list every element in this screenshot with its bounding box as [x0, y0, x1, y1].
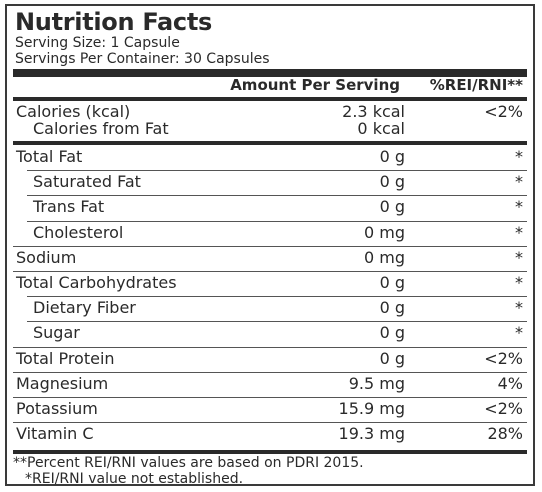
nutrient-rei: * [515, 172, 523, 192]
calories-divider [13, 141, 527, 145]
nutrient-amount: 0 kcal [357, 119, 405, 138]
servings-per-container: Servings Per Container: 30 Capsules [15, 51, 270, 67]
nutrient-amount: 0 g [379, 197, 405, 217]
nutrient-name: Vitamin C [16, 424, 94, 444]
nutrient-amount: 19.3 mg [338, 424, 405, 444]
row-divider [13, 422, 527, 424]
row-divider [27, 195, 527, 197]
nutrient-rei: * [515, 273, 523, 292]
nutrient-amount: 2.3 kcal [342, 102, 405, 121]
nutrition-facts-panel: Nutrition Facts Serving Size: 1 Capsule … [5, 4, 535, 487]
row-divider [13, 371, 527, 373]
header-divider [13, 97, 527, 101]
nutrient-name: Total Protein [16, 348, 115, 368]
row-divider [27, 321, 527, 323]
nutrient-name: Trans Fat [33, 197, 105, 217]
nutrient-amount: 0 g [379, 172, 405, 192]
footer-divider [13, 450, 527, 454]
nutrient-name: Calories (kcal) [16, 102, 131, 121]
nutrient-rei: <2% [484, 399, 523, 418]
nutrient-rei: * [515, 222, 523, 242]
nutrient-name: Total Carbohydrates [16, 273, 177, 292]
row-divider [13, 245, 527, 247]
nutrient-name: Saturated Fat [33, 172, 141, 192]
nutrient-rei: * [515, 247, 523, 267]
row-divider [27, 220, 527, 222]
serving-size: Serving Size: 1 Capsule [15, 35, 180, 51]
footnote-pdri: **Percent REI/RNI values are based on PD… [13, 455, 364, 471]
nutrient-name: Sugar [33, 323, 80, 343]
nutrient-rei: 4% [497, 373, 523, 393]
nutrient-amount: 0 g [379, 147, 405, 166]
rei-rni-header: %REI/RNI** [429, 76, 523, 94]
row-divider [27, 170, 527, 172]
amount-per-serving-header: Amount Per Serving [230, 76, 400, 94]
row-divider [13, 271, 527, 272]
nutrient-name: Calories from Fat [33, 119, 169, 138]
nutrient-amount: 9.5 mg [348, 373, 405, 393]
footnote-not-established: *REI/RNI value not established. [25, 471, 244, 487]
row-divider [27, 296, 527, 298]
nutrient-name: Potassium [16, 399, 98, 418]
nutrient-amount: 0 mg [363, 222, 405, 242]
nutrient-rei: <2% [484, 102, 523, 121]
nutrient-amount: 15.9 mg [338, 399, 405, 418]
nutrient-amount: 0 g [379, 273, 405, 292]
nutrient-rei: * [515, 323, 523, 343]
nutrient-name: Cholesterol [33, 222, 124, 242]
nutrient-amount: 0 g [379, 323, 405, 343]
nutrient-rei: * [515, 197, 523, 217]
panel-title: Nutrition Facts [15, 8, 213, 36]
nutrient-name: Magnesium [16, 373, 109, 393]
nutrient-rei: <2% [484, 348, 523, 368]
nutrient-name: Dietary Fiber [33, 298, 136, 318]
nutrient-name: Sodium [16, 247, 77, 267]
nutrient-name: Total Fat [16, 147, 83, 166]
nutrient-amount: 0 g [379, 348, 405, 368]
nutrient-rei: * [515, 147, 523, 166]
row-divider [13, 397, 527, 398]
row-divider [13, 346, 527, 348]
nutrient-rei: * [515, 298, 523, 318]
nutrient-amount: 0 mg [363, 247, 405, 267]
thick-divider [13, 69, 527, 77]
nutrient-rei: 28% [487, 424, 523, 444]
nutrient-amount: 0 g [379, 298, 405, 318]
